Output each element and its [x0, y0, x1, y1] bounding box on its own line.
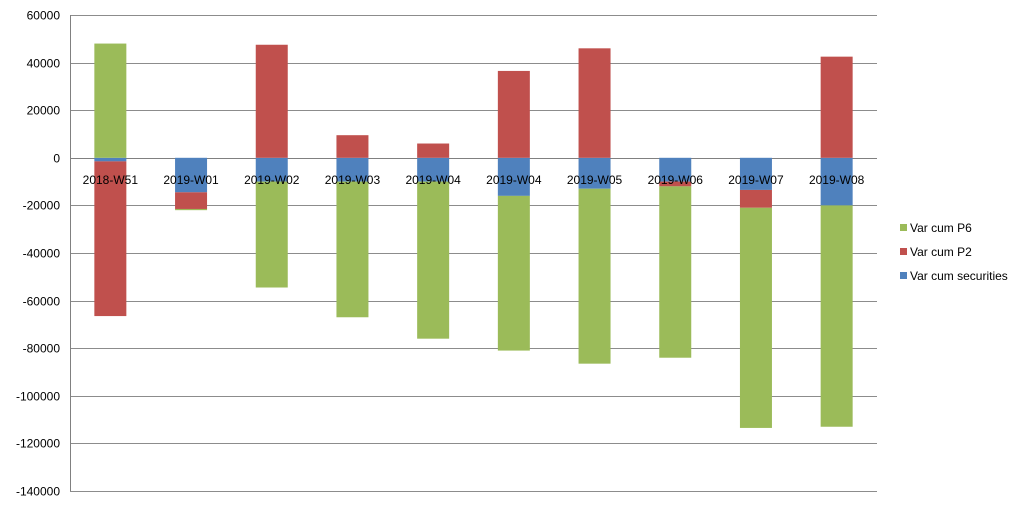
bar-segment	[417, 181, 450, 339]
x-category-label: 2019-W01	[163, 173, 219, 187]
bar-segment	[739, 157, 772, 190]
bar-layer	[94, 43, 853, 428]
bar-segment	[255, 157, 288, 182]
bar-segment	[659, 157, 692, 182]
legend-label: Var cum P6	[910, 221, 972, 235]
category-label-layer: 2018-W51 2019-W01 2019-W02 2019-W03 2019-W04…	[83, 173, 865, 187]
legend-swatch	[900, 224, 907, 231]
bar-segment	[255, 44, 288, 158]
y-tick-label: 40000	[27, 57, 61, 71]
bar-segment	[820, 205, 853, 427]
y-tick-label: 20000	[27, 104, 61, 118]
bar-segment	[94, 43, 127, 158]
bar-segment	[578, 157, 611, 189]
x-category-label: 2019-W03	[325, 173, 381, 187]
bar-segment	[175, 208, 208, 211]
legend-label: Var cum securities	[910, 269, 1008, 283]
y-tick-label: -120000	[16, 437, 60, 451]
bar-segment	[820, 56, 853, 158]
bar-segment	[255, 181, 288, 288]
x-category-label: 2018-W51	[83, 173, 139, 187]
bar-segment	[336, 181, 369, 318]
bar-segment	[578, 188, 611, 364]
bar-segment	[336, 157, 369, 182]
x-category-label: 2019-W02	[244, 173, 300, 187]
bar-segment	[659, 186, 692, 358]
y-tick-label: -40000	[23, 247, 61, 261]
y-tick-label: 60000	[27, 9, 61, 23]
bar-segment	[497, 157, 530, 196]
x-category-label: 2019-W07	[728, 173, 784, 187]
bar-segment	[820, 157, 853, 206]
legend-label: Var cum P2	[910, 245, 972, 259]
bar-segment	[417, 157, 450, 182]
grid-layer	[70, 15, 877, 492]
bar-segment	[739, 189, 772, 208]
legend-swatch	[900, 248, 907, 255]
y-tick-label: -20000	[23, 199, 61, 213]
x-category-label: 2019-W04	[486, 173, 542, 187]
bar-segment	[739, 207, 772, 428]
y-tick-label: -60000	[23, 295, 61, 309]
bar-segment	[659, 181, 692, 187]
axis-layer: 60000 40000 20000 0 -20000 -40000 -60000 -80000…	[16, 9, 71, 499]
y-tick-label: -140000	[16, 485, 60, 499]
bar-segment	[175, 157, 208, 193]
x-category-label: 2019-W04	[405, 173, 461, 187]
bar-segment	[94, 161, 127, 317]
legend-swatch	[900, 272, 907, 279]
x-category-label: 2019-W08	[809, 173, 865, 187]
legend: Var cum P6 Var cum P2 Var cum securities	[900, 221, 1008, 283]
bar-segment	[497, 195, 530, 351]
x-category-label: 2019-W05	[567, 173, 623, 187]
bar-segment	[497, 70, 530, 158]
bar-segment	[336, 135, 369, 158]
bar-segment	[94, 157, 127, 162]
y-tick-label: -100000	[16, 390, 60, 404]
y-tick-label: -80000	[23, 342, 61, 356]
y-tick-label: 0	[53, 152, 60, 166]
bar-segment	[578, 48, 611, 158]
x-category-label: 2019-W06	[648, 173, 704, 187]
bar-segment	[417, 143, 450, 158]
bar-segment	[175, 192, 208, 209]
